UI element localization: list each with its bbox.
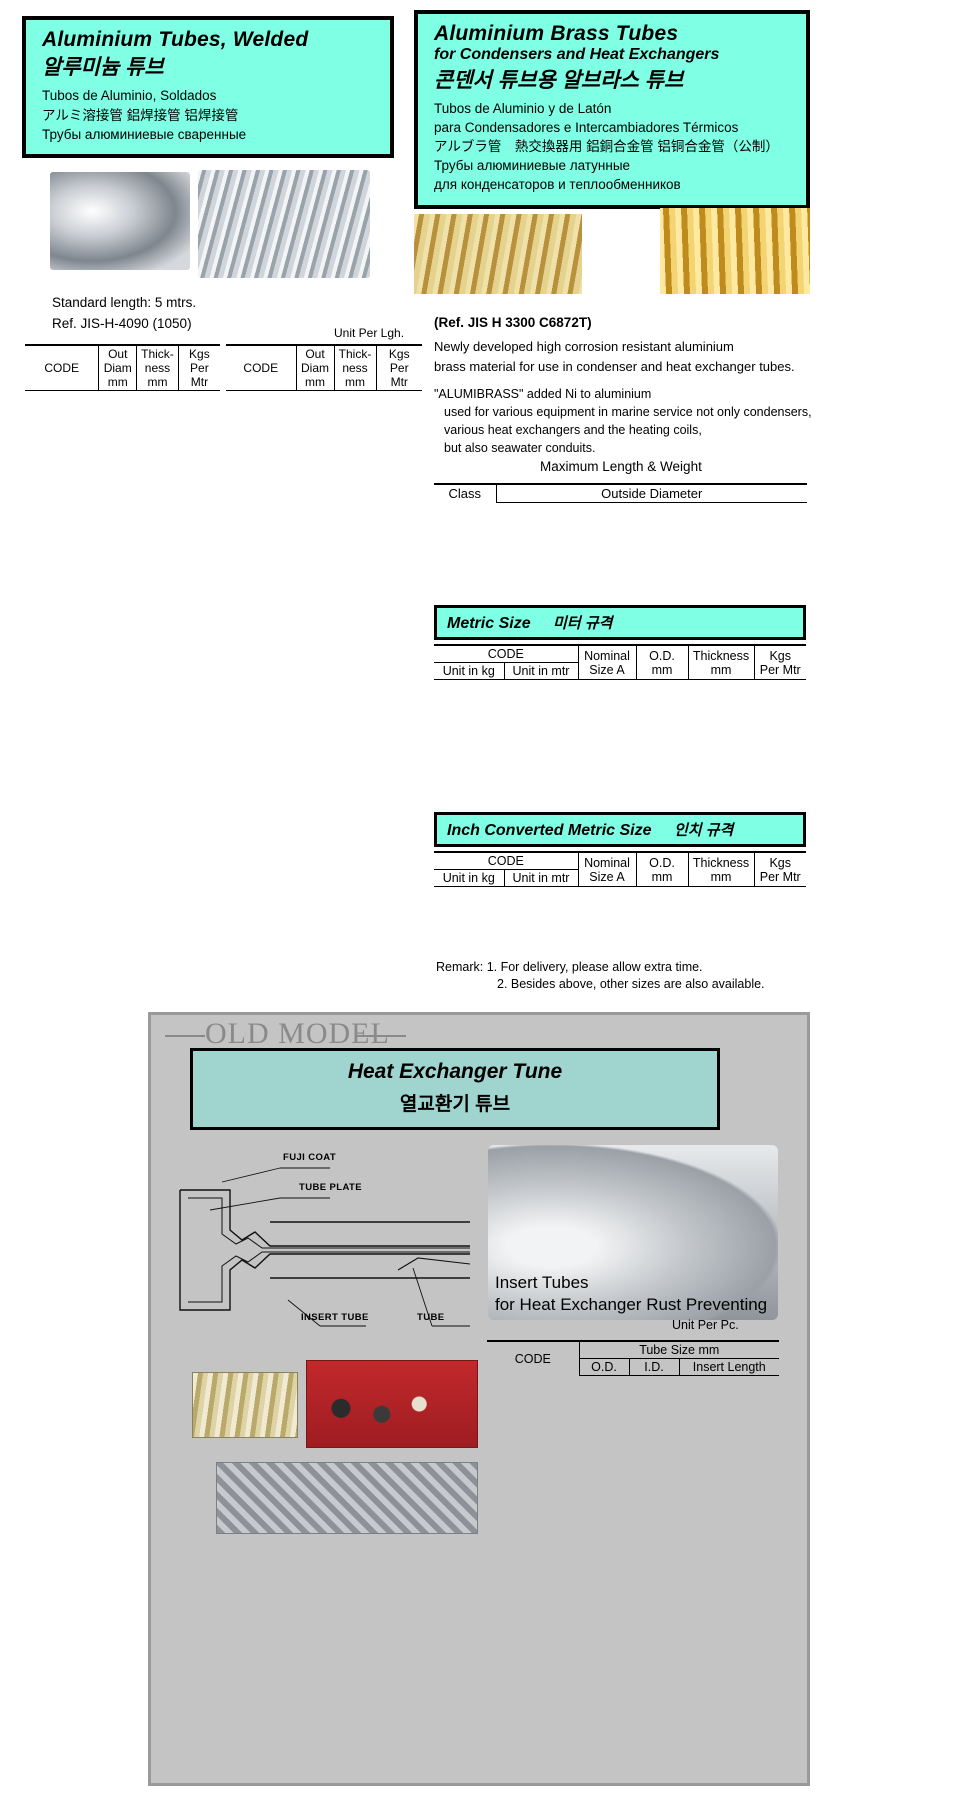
standard-length-note: Standard length: 5 mtrs. — [52, 295, 197, 310]
insert-title-line1: Insert Tubes — [495, 1273, 589, 1292]
insert-tubes-red-photo — [306, 1360, 478, 1448]
diagram-label-tube: TUBE — [417, 1312, 445, 1323]
diagram-label-fuji-coat: FUJI COAT — [283, 1152, 337, 1163]
diagram-label-insert-tube: INSERT TUBE — [301, 1312, 369, 1323]
insert-title-line2: for Heat Exchanger Rust Preventing — [495, 1295, 768, 1315]
inch-h-unitkg: Unit in kg — [434, 869, 505, 887]
metric-h-thickness: Thickness mm — [688, 644, 755, 680]
right-banner-title-kr: 콘덴서 튜브용 알브라스 튜브 — [434, 68, 684, 92]
left-header-banner: Aluminium Tubes, Welded 알루미늄 튜브 Tubos de… — [22, 16, 394, 158]
left-banner-spanish: Tubos de Aluminio, Soldados — [42, 88, 217, 104]
brass-rods-photo — [192, 1372, 298, 1438]
tube-plate-diagram — [179, 1167, 471, 1327]
col-header-kgspermtr-2: Kgs Per Mtr — [375, 344, 422, 391]
left-banner-cjk: アルミ溶接管 鋁焊接管 铝焊接管 — [42, 107, 239, 123]
brass-reference: (Ref. JIS H 3300 C6872T) — [434, 315, 592, 330]
inch-size-banner: Inch Converted Metric Size 인치 규격 — [434, 812, 806, 847]
metric-banner-kr: 미터 규격 — [553, 615, 613, 632]
col-header-thickness: Thick- ness mm — [136, 344, 179, 391]
right-banner-spanish-2: para Condensadores e Intercambiadores Té… — [434, 119, 739, 135]
inch-h-thickness: Thickness mm — [688, 851, 755, 887]
insert-h-code: CODE — [487, 1340, 580, 1376]
reference-note: Ref. JIS-H-4090 (1050) — [52, 316, 192, 331]
remarks-line-1: Remark: 1. For delivery, please allow ex… — [436, 960, 703, 974]
inch-h-kgs: Kgs Per Mtr — [754, 851, 806, 887]
max-length-weight-title: Maximum Length & Weight — [540, 459, 702, 474]
col-header-code-2: CODE — [226, 344, 296, 391]
metric-h-unitmtr: Unit in mtr — [504, 662, 579, 680]
diagram-label-tube-plate: TUBE PLATE — [299, 1182, 362, 1193]
aluminium-tubes-table-right: CODE Out Diam mm Thick- ness mm Kgs Per … — [226, 344, 422, 391]
unit-per-pc-note: Unit Per Pc. — [672, 1318, 739, 1332]
col-header-thickness-2: Thick- ness mm — [333, 344, 376, 391]
brass-tubes-photo-1 — [414, 214, 582, 294]
col-header-code: CODE — [25, 344, 99, 391]
hx-title-kr: 열교환기 튜브 — [399, 1094, 511, 1115]
right-banner-title-en2: for Condensers and Heat Exchangers — [434, 46, 720, 64]
metric-banner-en: Metric Size — [447, 615, 531, 632]
maxlen-col-class: Class — [434, 483, 497, 503]
max-length-weight-table: Class Outside Diameter — [434, 483, 807, 503]
metric-h-kgs: Kgs Per Mtr — [754, 644, 806, 680]
inch-banner-en: Inch Converted Metric Size — [447, 822, 652, 839]
metric-h-code: CODE — [434, 644, 579, 663]
inch-h-od: O.D. mm — [636, 851, 689, 887]
inch-h-unitmtr: Unit in mtr — [504, 869, 579, 887]
tube-sheet-photo — [216, 1462, 478, 1534]
left-banner-russian: Трубы алюминиевые сваренные — [42, 126, 247, 142]
inch-size-table: CODE Nominal Size A O.D. mm Thickness mm Kg… — [434, 851, 806, 887]
right-banner-title-en1: Aluminium Brass Tubes — [434, 22, 679, 45]
inch-banner-kr: 인치 규격 — [673, 822, 734, 839]
right-banner-spanish-1: Tubos de Aluminio y de Latón — [434, 100, 612, 116]
brass-paragraph-2: "ALUMIBRASS" added Ni to aluminium used … — [434, 385, 812, 458]
metric-size-table: CODE Nominal Size A O.D. mm Thickness mm Kg… — [434, 644, 806, 680]
insert-h-id: I.D. — [629, 1358, 680, 1376]
insert-tubes-table: CODE Tube Size mm O.D. I.D. Insert Lengt… — [487, 1340, 779, 1376]
remarks-line-2: 2. Besides above, other sizes are also a… — [497, 977, 765, 991]
brass-p2-line3: various heat exchangers and the heating … — [444, 423, 702, 438]
metric-h-nominal: Nominal Size A — [578, 644, 637, 680]
col-header-kgspermtr: Kgs Per Mtr — [177, 344, 220, 391]
inch-h-code: CODE — [434, 851, 579, 870]
old-model-title: OLD MODEL — [205, 1017, 390, 1050]
unit-per-length-note: Unit Per Lgh. — [334, 326, 405, 340]
hx-title-en: Heat Exchanger Tune — [347, 1060, 563, 1083]
insert-tubes-title: Insert Tubes for Heat Exchanger Rust Pre… — [495, 1272, 767, 1316]
old-model-rule-left — [165, 1035, 205, 1037]
metric-h-od: O.D. mm — [636, 644, 689, 680]
aluminium-tubes-photo-2 — [198, 170, 370, 278]
aluminium-tubes-table-left: CODE Out Diam mm Thick- ness mm Kgs Per … — [25, 344, 220, 391]
brass-p1-line2: brass material for use in condenser and … — [434, 358, 795, 374]
right-banner-russian-2: для конденсаторов и теплообменников — [434, 177, 681, 193]
right-header-banner: Aluminium Brass Tubes for Condensers and… — [414, 10, 810, 209]
brass-p2-line1: "ALUMIBRASS" added Ni to aluminium — [434, 387, 652, 401]
old-model-rule-right — [356, 1035, 406, 1037]
metric-size-banner: Metric Size 미터 규격 — [434, 605, 806, 640]
heat-exchanger-photo — [488, 1145, 778, 1320]
left-banner-title-en: Aluminium Tubes, Welded — [42, 28, 309, 51]
right-banner-russian-1: Трубы алюминиевые латунные — [434, 158, 631, 174]
aluminium-tubes-photo-1 — [50, 172, 190, 270]
insert-h-od: O.D. — [579, 1358, 630, 1376]
col-header-outdiam: Out Diam mm — [98, 344, 137, 391]
metric-h-unitkg: Unit in kg — [434, 662, 505, 680]
brass-paragraph-1: Newly developed high corrosion resistant… — [434, 337, 795, 376]
inch-h-nominal: Nominal Size A — [578, 851, 637, 887]
maxlen-col-od: Outside Diameter — [496, 483, 807, 503]
insert-h-tubesize: Tube Size mm — [579, 1340, 779, 1359]
right-banner-cjk: アルブラ管 熱交換器用 鋁銅合金管 铝铜合金管（公制） — [434, 139, 779, 155]
heat-exchanger-tune-box: Heat Exchanger Tune 열교환기 튜브 — [190, 1048, 720, 1130]
insert-h-length: Insert Length — [679, 1358, 779, 1376]
left-banner-title-kr: 알루미늄 튜브 — [42, 56, 164, 80]
col-header-outdiam-2: Out Diam mm — [295, 344, 334, 391]
brass-p2-line2: used for various equipment in marine ser… — [444, 405, 812, 420]
brass-p2-line4: but also seawater conduits. — [444, 441, 596, 456]
brass-tubes-photo-2 — [660, 208, 810, 294]
brass-p1-line1: Newly developed high corrosion resistant… — [434, 339, 734, 354]
